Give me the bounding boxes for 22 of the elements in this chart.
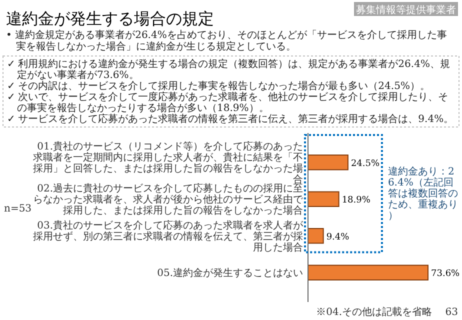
text: ✓ その内訳は、サービスを介して採用した事実を報告しなかった場合が最も多い（24.5%）。 [7, 80, 430, 92]
text: 違約金が発生する場合の規定 [6, 9, 214, 28]
bar [308, 191, 340, 207]
text: 63 [445, 307, 458, 318]
data-label: 9.4% [326, 232, 350, 242]
annotation: 違約金あり：26.4%（左記回答は複数回答のため、重複あり） [388, 166, 458, 222]
text: 募集情報等提供事業者 [356, 4, 456, 16]
y-tick-label: 02.過去に貴社のサービスを介して応募したものの採用に至らなかった求職者を、求人者が後から他社のサービス経由で採用した、または採用した旨の報告をしなかった場合 [33, 182, 304, 217]
data-label: 73.6% [431, 269, 460, 280]
bar [308, 264, 428, 280]
text: ✓ 利用規約における違約金が発生する場合の規定（複数回答）は、規定がある事業者が26.4%、規定がない事業者が73.6%。 [7, 58, 450, 81]
text: ✓ サービスを介して応募があった求職者の情報を第三者に伝え、第三者が採用する場合は、9.4%。 [7, 113, 454, 125]
data-label: 18.9% [342, 196, 371, 206]
text: • 違約金規定がある事業者が26.4%を占めており、そのほとんどが「サービスを介して採用した事実を報告しなかった場合」に違約金が生じる規定としている。 [6, 29, 447, 52]
text: ※04.その他は記載を省略 [316, 306, 432, 318]
bar [308, 154, 348, 170]
data-label: 24.5% [350, 158, 380, 169]
text: n=53 [4, 204, 32, 214]
bar [308, 228, 324, 244]
y-tick-label: 03.貴社のサービスを介して応募のあった求職者を求人者が採用せず、別の第三者に求職者の情報を伝えて、第三者が採用した場合 [33, 219, 304, 254]
y-tick-label: 05.違約金が発生することはない [157, 267, 303, 280]
text: ✓ 次いで、サービスを介して一度応募があった求職者を、他社のサービスを介して採用したり、その事実を報告しなかったりする場合が多い（18.9%）。 [7, 91, 448, 114]
